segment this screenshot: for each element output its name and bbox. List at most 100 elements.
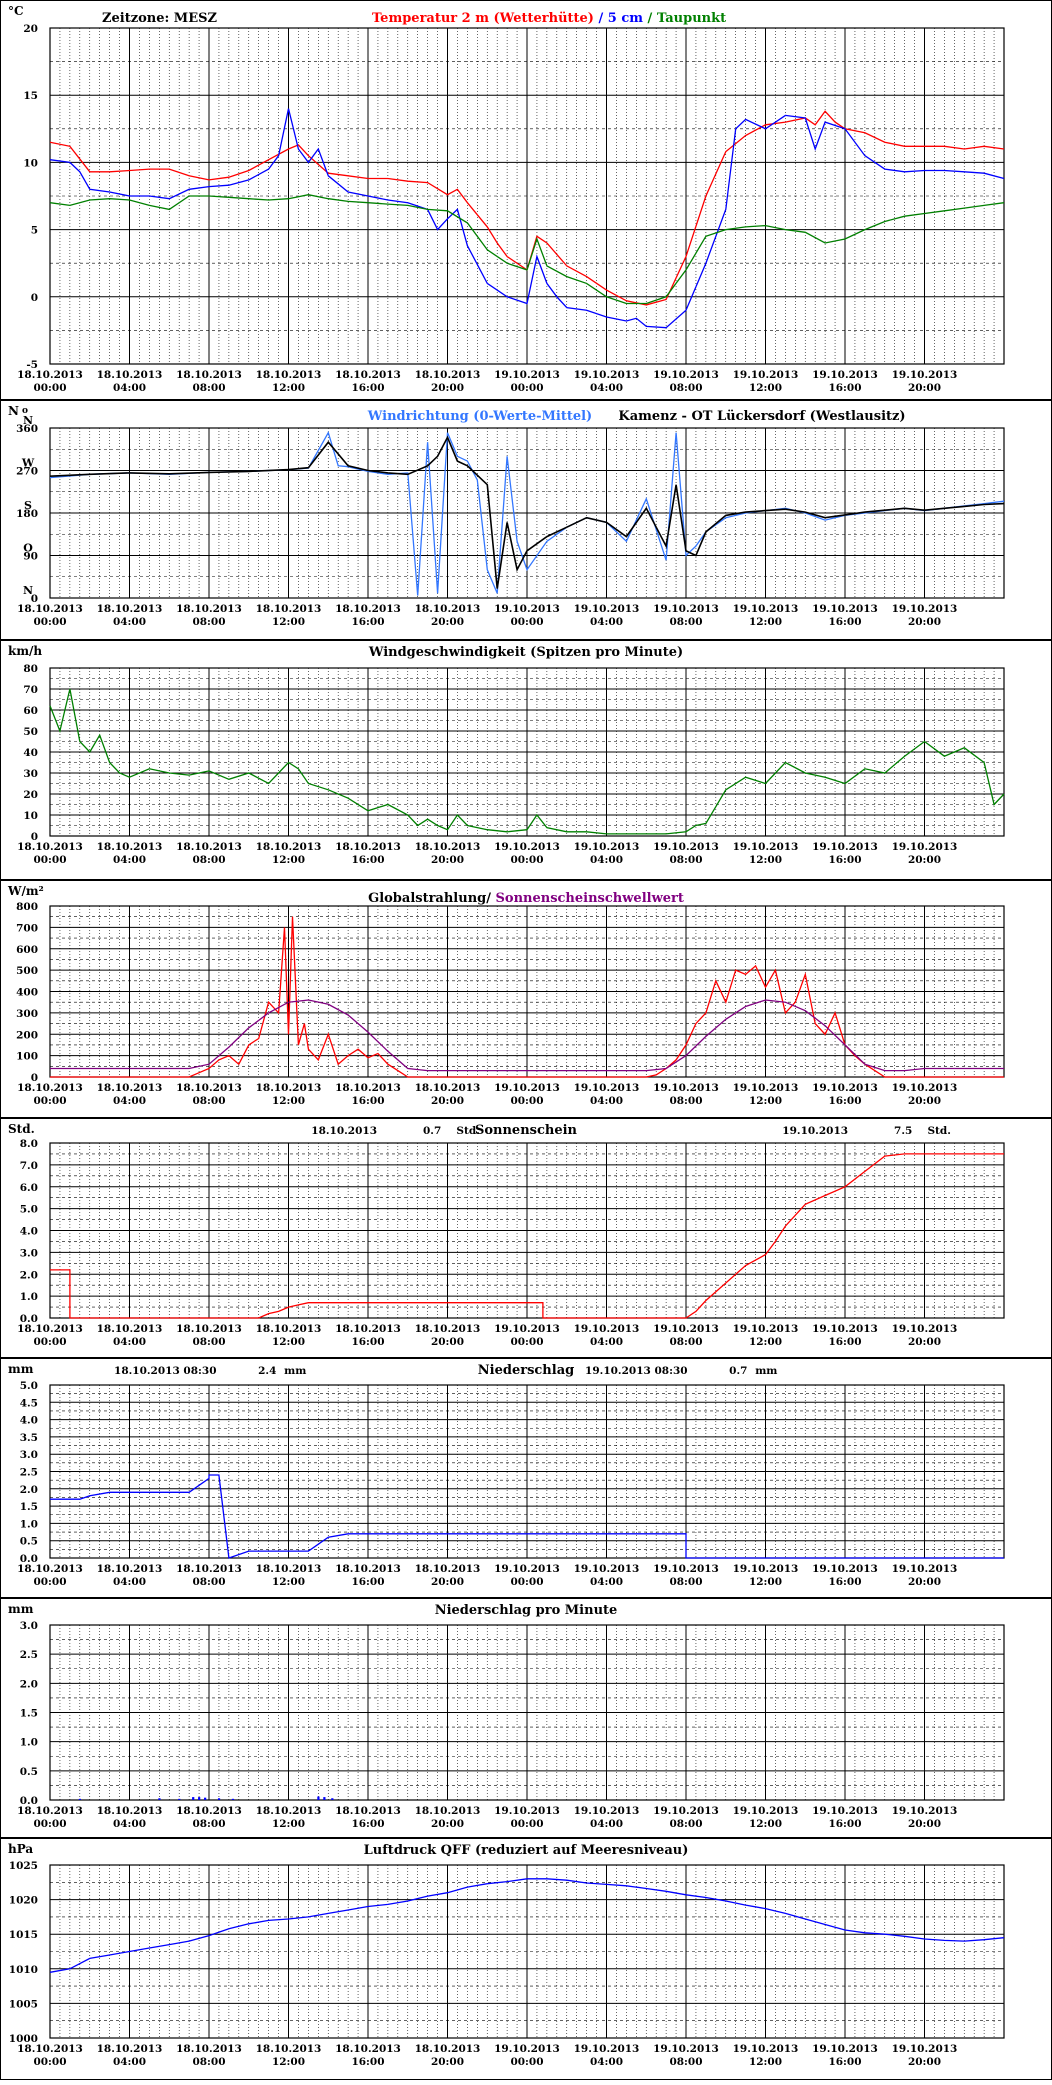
y-tick-label: 90 [23,551,38,563]
x-tick-date: 19.10.2013 [812,841,878,853]
x-tick-date: 18.10.2013 [176,1323,242,1335]
y-tick-label: 70 [23,684,38,696]
x-tick-date: 19.10.2013 [494,1082,560,1094]
x-tick-date: 18.10.2013 [97,1805,163,1817]
x-tick-time: 12:00 [749,616,782,628]
x-tick-date: 19.10.2013 [574,1082,640,1094]
chart-title: Niederschlag [478,1363,574,1378]
x-tick-time: 12:00 [272,2056,305,2068]
x-tick-date: 19.10.2013 [892,1805,958,1817]
y-tick-label: 360 [16,423,38,435]
y-tick-label: 1025 [9,1860,38,1872]
x-tick-date: 19.10.2013 [892,1082,958,1094]
x-tick-time: 16:00 [828,1576,861,1588]
x-tick-date: 19.10.2013 [892,841,958,853]
x-tick-date: 19.10.2013 [653,369,719,381]
y-tick-label: 4.0 [20,1415,38,1427]
x-tick-date: 18.10.2013 [415,841,481,853]
chart-subtitle: Kamenz - OT Lückersdorf (Westlausitz) [618,409,905,424]
x-tick-time: 08:00 [192,1095,225,1107]
summary-value: 7.5 [894,1125,912,1137]
x-tick-time: 12:00 [749,382,782,394]
x-tick-time: 20:00 [431,1336,464,1348]
x-tick-date: 19.10.2013 [812,369,878,381]
x-tick-time: 08:00 [669,616,702,628]
x-tick-time: 00:00 [33,1576,66,1588]
x-tick-time: 04:00 [113,1095,146,1107]
x-tick-date: 18.10.2013 [335,1323,401,1335]
x-tick-date: 18.10.2013 [256,1805,322,1817]
x-tick-date: 19.10.2013 [733,1082,799,1094]
x-tick-date: 18.10.2013 [17,2043,83,2055]
bar [192,1797,195,1800]
y-tick-label: 1.5 [20,1501,38,1513]
grid [50,1142,1004,1319]
unit-label: km/h [8,644,42,658]
x-tick-date: 19.10.2013 [812,1323,878,1335]
x-tick-time: 16:00 [828,1818,861,1830]
y-tick-label: 100 [16,1051,38,1063]
y-tick-label: 1015 [9,1929,38,1941]
x-tick-date: 19.10.2013 [574,841,640,853]
x-tick-date: 18.10.2013 [17,1805,83,1817]
x-tick-time: 20:00 [431,2056,464,2068]
chart-title: Globalstrahlung/ Sonnenscheinschwellwert [368,891,684,906]
x-tick-time: 04:00 [113,1336,146,1348]
x-tick-time: 12:00 [272,1336,305,1348]
y-tick-label: 8.0 [20,1138,38,1150]
x-tick-date: 18.10.2013 [335,369,401,381]
x-tick-date: 18.10.2013 [97,2043,163,2055]
x-tick-time: 08:00 [669,2056,702,2068]
panel-frame [0,1358,1052,1598]
x-tick-time: 16:00 [351,1095,384,1107]
x-tick-time: 04:00 [113,616,146,628]
plot-area [49,667,1005,837]
x-tick-time: 12:00 [749,854,782,866]
x-tick-date: 18.10.2013 [335,1563,401,1575]
series-line [49,108,1005,329]
plot-area [49,1624,1005,1801]
series-line [50,1474,1004,1559]
x-tick-time: 04:00 [590,616,623,628]
x-tick-date: 19.10.2013 [812,1805,878,1817]
x-tick-date: 19.10.2013 [653,1563,719,1575]
x-tick-time: 20:00 [431,1576,464,1588]
x-tick-time: 04:00 [113,2056,146,2068]
x-tick-date: 19.10.2013 [733,841,799,853]
title-part: Sonnenscheinschwellwert [496,891,684,906]
x-tick-date: 19.10.2013 [494,603,560,615]
y-tick-label: 1.0 [20,1737,38,1749]
x-tick-time: 12:00 [749,2056,782,2068]
x-tick-date: 18.10.2013 [415,1082,481,1094]
y-tick-label: 4.0 [20,1226,38,1238]
x-tick-date: 19.10.2013 [733,1323,799,1335]
x-tick-time: 08:00 [192,1576,225,1588]
x-tick-date: 19.10.2013 [733,369,799,381]
y-tick-label: 0 [31,831,38,843]
x-tick-date: 19.10.2013 [733,1563,799,1575]
x-tick-date: 19.10.2013 [494,369,560,381]
summary-unit: Std. [927,1125,950,1137]
x-tick-time: 20:00 [431,854,464,866]
x-tick-time: 04:00 [113,854,146,866]
x-tick-time: 12:00 [749,1336,782,1348]
panel-temperature: -50510152018.10.201300:0018.10.201304:00… [0,0,1052,400]
unit-label: °C [8,4,24,18]
x-tick-time: 20:00 [908,616,941,628]
bar [323,1797,326,1800]
series-line [50,916,1004,1078]
summary-unit: Std. [456,1125,479,1137]
y-tick-label: 4.5 [20,1397,38,1409]
x-tick-date: 18.10.2013 [97,1563,163,1575]
panel-radiation: 010020030040050060070080018.10.201300:00… [0,880,1052,1118]
x-tick-time: 04:00 [113,1818,146,1830]
x-tick-date: 19.10.2013 [812,1082,878,1094]
x-tick-date: 19.10.2013 [733,1805,799,1817]
unit-label: hPa [8,1842,33,1856]
bar [178,1798,181,1800]
series-line [49,194,1005,305]
y-tick-label: 180 [16,508,38,520]
y-tick-label: 10 [23,810,38,822]
x-tick-time: 20:00 [908,854,941,866]
y-tick-label: 30 [23,768,38,780]
